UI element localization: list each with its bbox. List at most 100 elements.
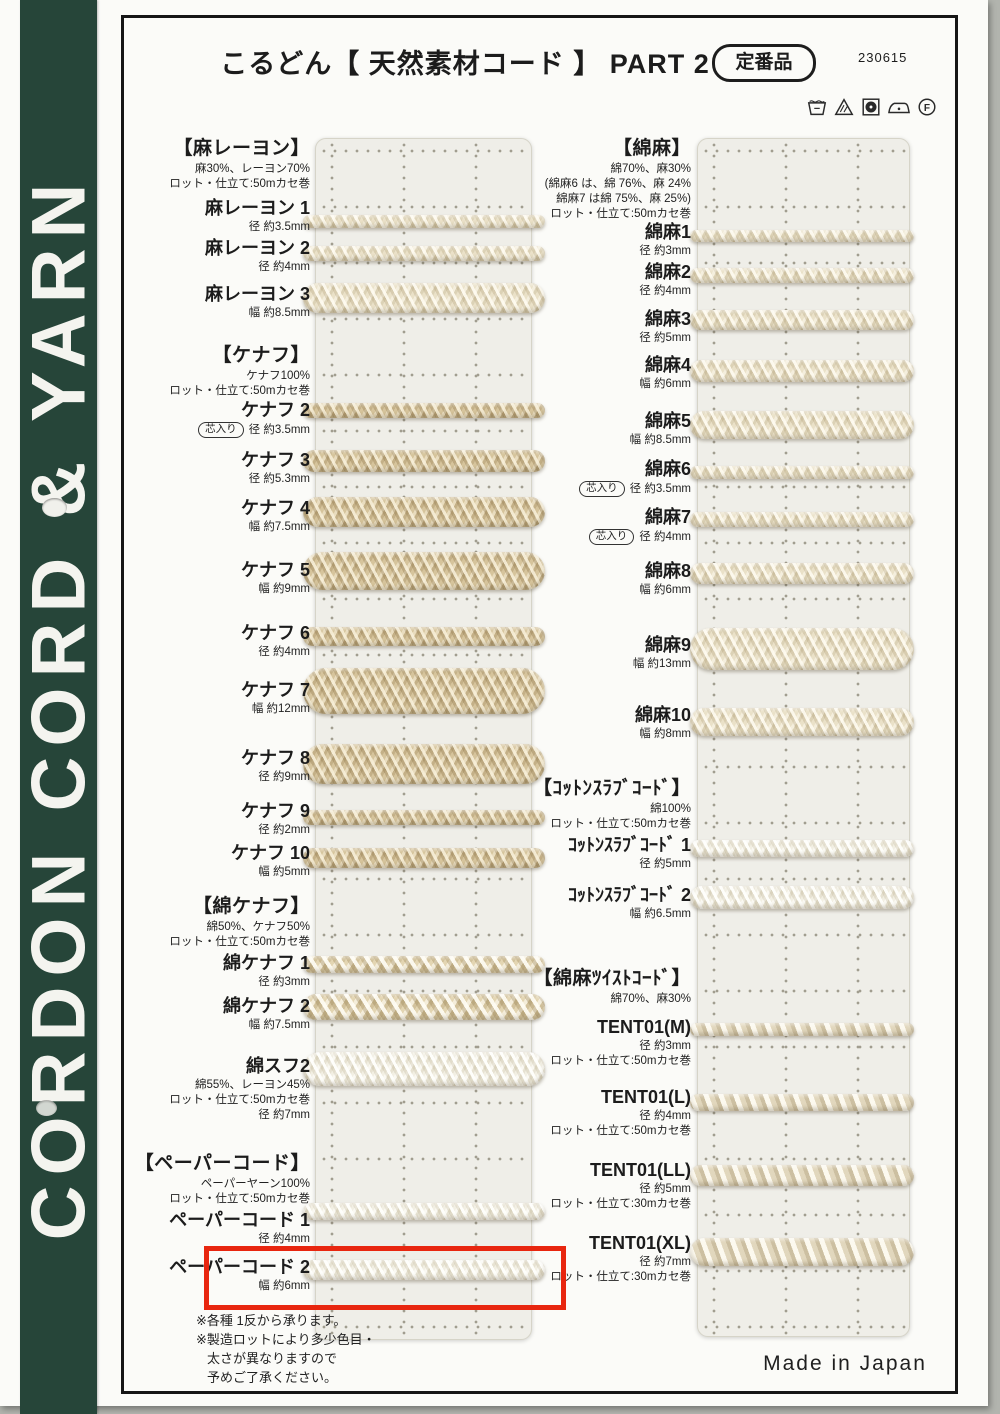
item-label: 綿麻9 幅 約13mm bbox=[495, 635, 691, 672]
label-name: 綿麻1 bbox=[644, 222, 691, 242]
label-name: ｺｯﾄﾝｽﾗﾌﾞｺｰﾄﾞ 1 bbox=[567, 835, 691, 855]
label-name: TENT01(L) bbox=[601, 1087, 691, 1107]
care-symbol-row: F bbox=[806, 96, 938, 118]
cord-sample bbox=[690, 512, 914, 527]
label-detail: (綿麻6 は、綿 76%、麻 24% bbox=[544, 178, 691, 191]
label-name: TENT01(LL) bbox=[590, 1160, 691, 1180]
item-label: ケナフ 8 径 約9mm bbox=[120, 748, 310, 785]
label-name: ペーパーコード 1 bbox=[169, 1210, 310, 1230]
made-in-japan-label: Made in Japan bbox=[763, 1352, 927, 1375]
label-detail: 径 約3.5mm bbox=[248, 221, 310, 234]
label-detail: 幅 約5mm bbox=[258, 866, 310, 879]
cord-sample bbox=[690, 1238, 914, 1266]
cord-sample bbox=[303, 744, 545, 784]
cord-sample bbox=[690, 466, 914, 479]
item-label: 綿麻5 幅 約8.5mm bbox=[495, 411, 691, 448]
label-detail: 幅 約13mm bbox=[632, 658, 691, 671]
label-detail: 幅 約12mm bbox=[251, 703, 310, 716]
cord-sample bbox=[303, 994, 545, 1020]
label-name: ケナフ 8 bbox=[240, 748, 310, 768]
item-label: 麻レーヨン 3 幅 約8.5mm bbox=[120, 284, 310, 321]
standard-item-badge: 定番品 bbox=[712, 44, 816, 82]
sample-strip-right bbox=[697, 138, 910, 1337]
cord-sample bbox=[303, 1203, 545, 1220]
label-name: 綿麻3 bbox=[644, 309, 691, 329]
label-detail: ペーパーヤーン100% bbox=[200, 1178, 310, 1191]
label-name: ケナフ 4 bbox=[240, 498, 310, 518]
core-badge: 芯入り bbox=[579, 481, 625, 498]
label-name: ケナフ 10 bbox=[230, 843, 310, 863]
section-label: 【綿麻ﾂｲｽﾄｺｰﾄﾞ】 綿70%、麻30% bbox=[495, 968, 691, 1007]
label-name: 綿麻2 bbox=[644, 262, 691, 282]
cord-sample bbox=[690, 411, 914, 439]
label-name: 麻レーヨン 2 bbox=[204, 238, 310, 258]
label-detail: ロット・仕立て:50mカセ巻 bbox=[550, 818, 691, 831]
label-detail: ロット・仕立て:50mカセ巻 bbox=[169, 936, 310, 949]
core-badge: 芯入り bbox=[198, 422, 244, 439]
label-name: 綿麻10 bbox=[634, 705, 691, 725]
item-label: 綿麻7 芯入り径 約4mm bbox=[495, 507, 691, 546]
item-label: ケナフ 4 幅 約7.5mm bbox=[120, 498, 310, 535]
cord-sample bbox=[303, 627, 545, 646]
label-name: 綿ケナフ 2 bbox=[222, 996, 310, 1016]
label-detail: 綿50%、ケナフ50% bbox=[206, 921, 310, 934]
item-label: ケナフ 2 芯入り径 約3.5mm bbox=[120, 400, 310, 439]
item-label: ケナフ 10 幅 約5mm bbox=[120, 843, 310, 880]
label-detail: 径 約4mm bbox=[639, 285, 691, 298]
label-detail: ロット・仕立て:50mカセ巻 bbox=[169, 1094, 310, 1107]
label-name: 【ケナフ】 bbox=[212, 345, 310, 366]
item-label: ケナフ 6 径 約4mm bbox=[120, 623, 310, 660]
label-detail: 径 約5mm bbox=[639, 858, 691, 871]
label-detail: 綿100% bbox=[650, 803, 691, 816]
item-label: 綿スフ2 綿55%、レーヨン45% ロット・仕立て:50mカセ巻径 約7mm bbox=[120, 1056, 310, 1123]
item-label: 綿麻3 径 約5mm bbox=[495, 309, 691, 346]
label-detail: 径 約4mm bbox=[258, 1233, 310, 1246]
label-detail: ロット・仕立て:30mカセ巻 bbox=[550, 1198, 691, 1211]
label-name: ケナフ 5 bbox=[240, 560, 310, 580]
item-label: ケナフ 7 幅 約12mm bbox=[120, 680, 310, 717]
label-detail: 幅 約7.5mm bbox=[248, 1019, 310, 1032]
label-detail: ロット・仕立て:50mカセ巻 bbox=[169, 385, 310, 398]
cord-sample bbox=[690, 886, 914, 909]
core-badge: 芯入り bbox=[588, 529, 635, 546]
label-detail: 径 約7mm bbox=[258, 1109, 310, 1122]
item-label: 麻レーヨン 1 径 約3.5mm bbox=[120, 198, 310, 235]
label-detail: 径 約4mm bbox=[258, 646, 310, 659]
cord-sample bbox=[690, 310, 914, 330]
item-label: TENT01(XL) 径 約7mm ロット・仕立て:30mカセ巻 bbox=[495, 1233, 691, 1285]
label-detail: 幅 約7.5mm bbox=[248, 521, 310, 534]
label-detail: 綿70%、麻30% bbox=[610, 163, 691, 176]
label-name: 【綿ケナフ】 bbox=[192, 896, 310, 917]
label-name: 綿麻5 bbox=[644, 411, 691, 431]
item-label: 綿麻4 幅 約6mm bbox=[495, 355, 691, 392]
cord-sample bbox=[690, 230, 914, 242]
cord-sample bbox=[690, 268, 914, 283]
section-label: 【綿ケナフ】綿50%、ケナフ50% ロット・仕立て:50mカセ巻 bbox=[120, 896, 310, 950]
cord-sample bbox=[690, 1094, 914, 1111]
cord-sample bbox=[303, 1260, 545, 1280]
highlight-box-paper-cord-2 bbox=[204, 1246, 566, 1310]
label-detail: 径 約4mm bbox=[639, 1110, 691, 1123]
label-detail: 径 約5.3mm bbox=[248, 473, 310, 486]
label-name: ケナフ 6 bbox=[240, 623, 310, 643]
label-detail: 芯入り径 約3.5mm bbox=[495, 481, 691, 498]
label-detail: 径 約7mm bbox=[639, 1256, 691, 1269]
label-detail: 径 約5mm bbox=[639, 1183, 691, 1196]
item-label: 綿麻10 幅 約8mm bbox=[495, 705, 691, 742]
cord-sample bbox=[303, 956, 545, 973]
label-name: ケナフ 7 bbox=[240, 680, 310, 700]
label-name: 麻レーヨン 3 bbox=[204, 284, 310, 304]
cord-sample bbox=[690, 840, 914, 857]
cord-sample bbox=[690, 708, 914, 736]
item-label: 綿ケナフ 2 幅 約7.5mm bbox=[120, 996, 310, 1033]
cord-sample bbox=[303, 668, 545, 714]
label-name: 綿スフ2 bbox=[245, 1056, 310, 1076]
label-name: 【麻レーヨン】 bbox=[173, 138, 310, 159]
bleach-triangle-icon bbox=[833, 96, 855, 118]
cord-sample bbox=[303, 215, 545, 228]
label-name: 綿ケナフ 1 bbox=[222, 953, 310, 973]
item-label: 綿麻8 幅 約6mm bbox=[495, 561, 691, 598]
punch-hole bbox=[36, 1100, 57, 1116]
label-detail: ケナフ100% bbox=[246, 370, 310, 383]
label-name: 麻レーヨン 1 bbox=[204, 198, 310, 218]
